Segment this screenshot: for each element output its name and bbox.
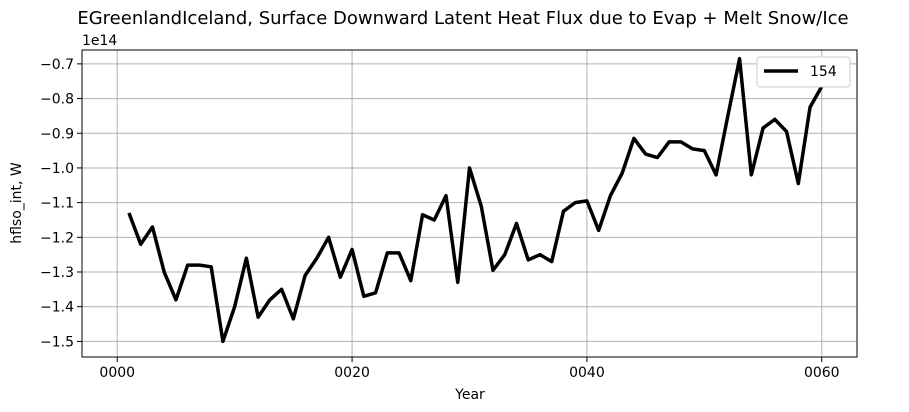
chart-title: EGreenlandIceland, Surface Downward Late… bbox=[77, 8, 848, 29]
series-line-154 bbox=[127, 56, 824, 344]
y-axis-label: hflso_int, W bbox=[9, 162, 25, 244]
y-tick-label: −1.1 bbox=[40, 196, 74, 212]
legend: 154 bbox=[756, 56, 851, 88]
y-tick-label: −0.8 bbox=[40, 92, 74, 108]
plot-frame bbox=[81, 49, 858, 358]
y-tick-label: −0.9 bbox=[40, 126, 74, 142]
y-tick-label: −1.2 bbox=[40, 230, 74, 246]
y-tick-label: −1.0 bbox=[40, 161, 74, 177]
y-tick-label: −1.3 bbox=[40, 265, 74, 281]
x-tick-label: 0040 bbox=[569, 365, 605, 381]
y-tick-label: −0.7 bbox=[40, 57, 74, 73]
axis-ticks: 0000 0020 0040 0060 −1.5 −1.4 −1.3 −1.2 −1.1 −1.0… bbox=[40, 57, 840, 381]
x-tick-label: 0060 bbox=[804, 365, 840, 381]
x-axis-label: Year bbox=[454, 387, 485, 403]
series-lines bbox=[127, 56, 824, 344]
legend-box bbox=[756, 56, 851, 88]
legend-label: 154 bbox=[810, 64, 837, 80]
grid-lines bbox=[82, 50, 857, 357]
y-tick-label: −1.4 bbox=[40, 300, 74, 316]
y-offset-label: 1e14 bbox=[82, 33, 117, 49]
x-tick-label: 0000 bbox=[99, 365, 135, 381]
x-tick-label: 0020 bbox=[334, 365, 370, 381]
y-tick-label: −1.5 bbox=[40, 334, 74, 350]
